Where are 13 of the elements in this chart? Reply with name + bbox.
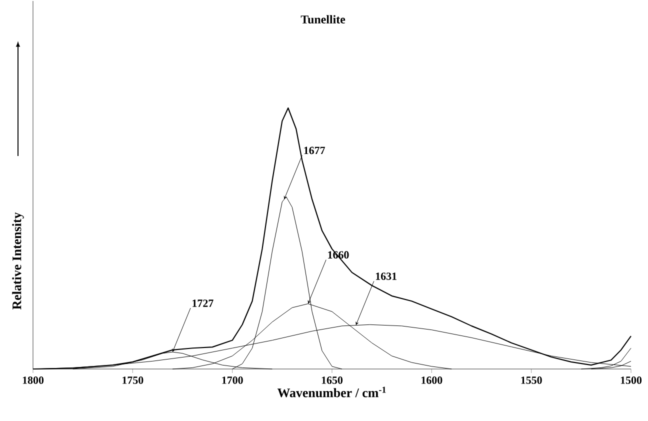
x-tick-label: 1500 — [620, 376, 642, 384]
y-axis-title: Relative Intensity — [12, 212, 24, 310]
chart-title: Tunellite — [300, 15, 346, 24]
annotation: 1727 — [192, 300, 214, 307]
x-axis-title: Wavenumber / cm$^{-1}$ — [277, 386, 386, 398]
x-tick-label: 1650 — [322, 376, 343, 384]
annotation: 1677 — [304, 146, 325, 154]
x-tick-label: 1600 — [422, 376, 442, 384]
x-tick-label: 1800 — [22, 376, 44, 384]
x-tick-label: 1550 — [521, 376, 542, 384]
x-tick-label: 1700 — [222, 376, 243, 384]
annotation: 1631 — [376, 272, 396, 280]
x-tick-label: 1750 — [122, 376, 144, 384]
